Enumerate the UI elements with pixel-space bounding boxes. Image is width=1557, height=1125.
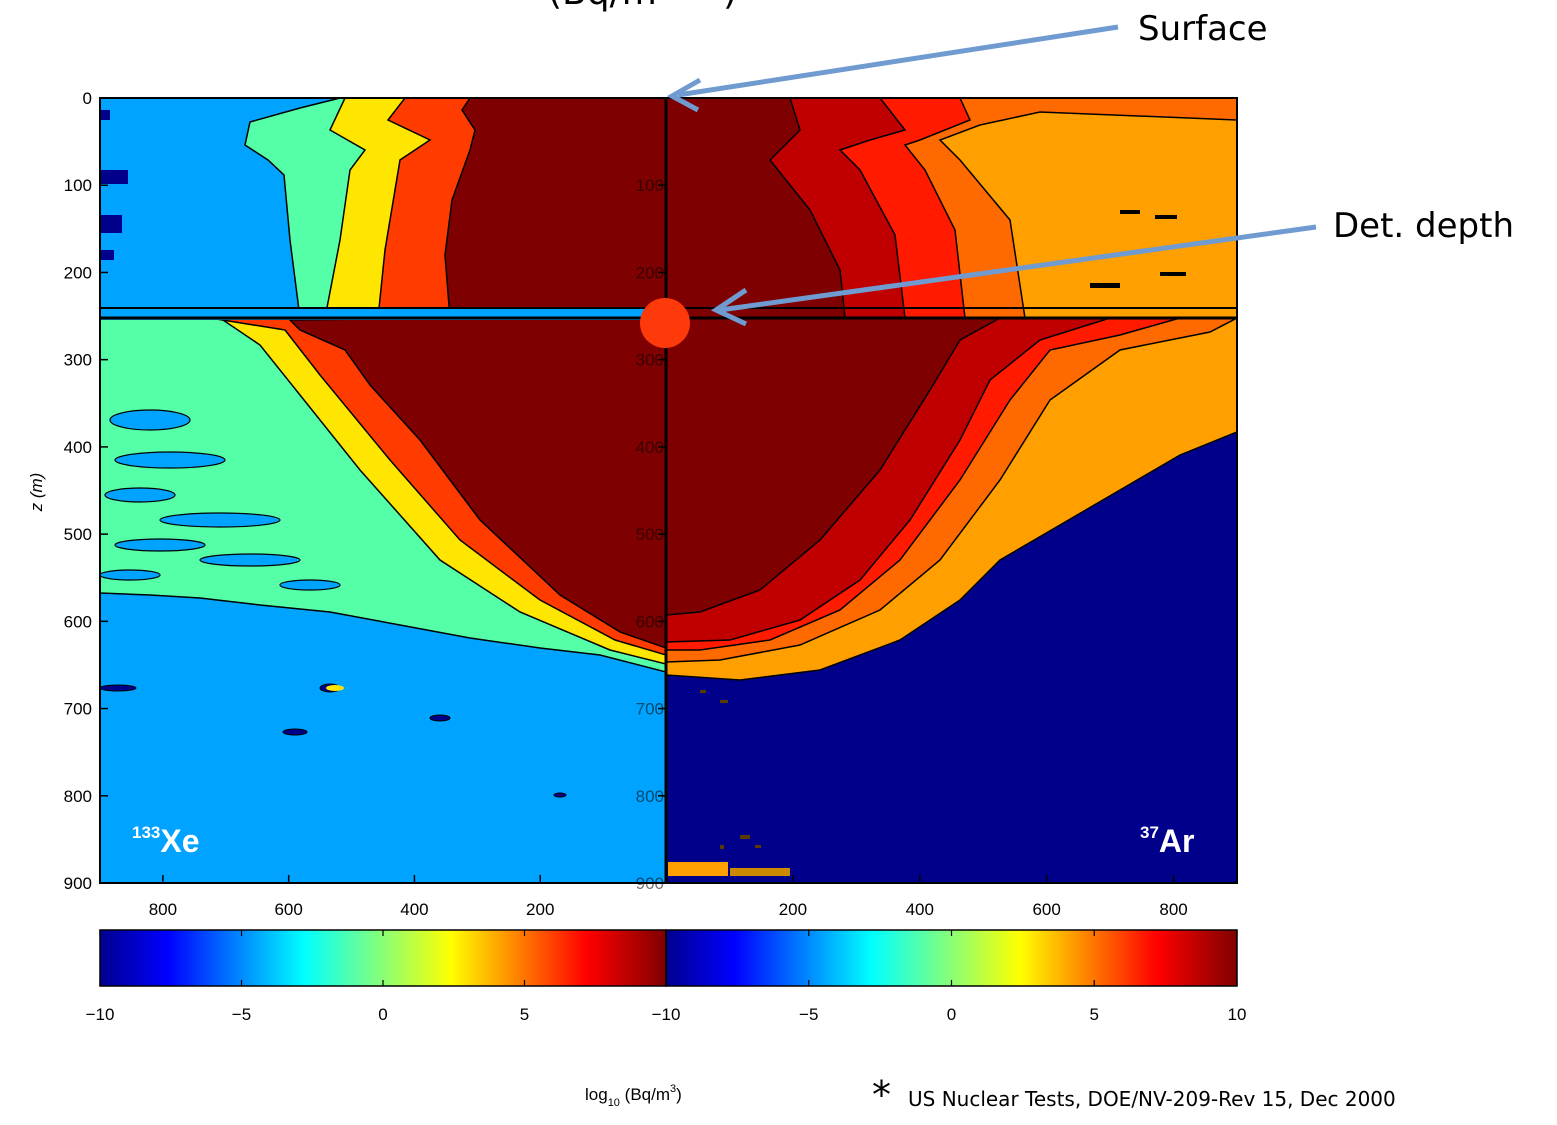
x-tick-label: 800 (149, 900, 177, 919)
y-tick-label-center: 200 (636, 263, 664, 282)
chart-title-fragment: (Bq/m (548, 0, 657, 13)
colorbar-label: log10 (Bq/m3) (585, 1083, 682, 1109)
y-tick-label-center: 100 (636, 176, 664, 195)
y-axis-left: 0 100 200 300 400 500 600 700 800 900 (64, 89, 108, 893)
det-depth-annotation: Det. depth (710, 206, 1514, 327)
surface-label: Surface (1138, 9, 1268, 49)
colorbar-tick-label: −10 (86, 1005, 115, 1024)
plot-frame (99, 97, 1238, 884)
det-depth-arrowhead (710, 287, 748, 327)
x-tick-label: 800 (1159, 900, 1187, 919)
colorbar-tick-label: −5 (799, 1005, 818, 1024)
surface-annotation: Surface (666, 9, 1268, 113)
y-axis-center: 100 200 300 400 500 600 700 800 900 (636, 176, 666, 893)
x-tick-label: 200 (779, 900, 807, 919)
detonation-marker (640, 298, 690, 348)
colorbar-tick-label: 5 (1090, 1005, 1099, 1024)
xe-contour-maroon (288, 98, 666, 649)
y-tick-label-center: 500 (636, 525, 664, 544)
y-tick-label-center: 800 (636, 787, 664, 806)
y-tick-label: 500 (64, 525, 92, 544)
y-tick-label: 900 (64, 874, 92, 893)
y-axis-label: z (m) (27, 473, 46, 513)
ar-panel (666, 98, 1237, 883)
y-tick-label: 300 (64, 351, 92, 370)
colorbar-tick-label: −10 (652, 1005, 681, 1024)
x-tick-label: 400 (906, 900, 934, 919)
x-axis: 800 600 400 200 200 400 600 800 (149, 875, 1188, 919)
colorbar: −10 −5 0 5 −10 −5 0 5 10 (86, 929, 1247, 1024)
x-tick-label: 400 (400, 900, 428, 919)
y-tick-label-center: 300 (636, 351, 664, 370)
y-tick-label: 200 (64, 263, 92, 282)
colorbar-right (665, 929, 1238, 987)
ar-contour-maroon (666, 98, 1001, 616)
surface-arrow (677, 24, 1119, 98)
colorbar-tick-label: 5 (520, 1005, 529, 1024)
colorbar-tick-label: −5 (232, 1005, 251, 1024)
footnote-star: * (872, 1073, 891, 1117)
y-tick-label: 600 (64, 612, 92, 631)
colorbar-tick-label: 10 (1228, 1005, 1247, 1024)
xe-panel-label: 133Xe (132, 823, 200, 859)
y-tick-label-center: 700 (636, 700, 664, 719)
x-tick-label: 200 (526, 900, 554, 919)
y-tick-label-center: 400 (636, 438, 664, 457)
colorbar-tick-label: 0 (947, 1005, 956, 1024)
chart-title-fragment-end: ) (723, 0, 737, 13)
xe-panel (100, 98, 666, 883)
y-tick-label: 800 (64, 787, 92, 806)
colorbar-tick-label: 0 (378, 1005, 387, 1024)
y-tick-label: 0 (83, 89, 92, 108)
ar-panel-label: 37Ar (1140, 823, 1194, 859)
y-tick-label: 100 (64, 176, 92, 195)
y-tick-label: 400 (64, 438, 92, 457)
y-tick-label: 700 (64, 700, 92, 719)
surface-arrowhead (666, 77, 702, 113)
footnote: US Nuclear Tests, DOE/NV-209-Rev 15, Dec… (908, 1087, 1396, 1111)
colorbar-left (99, 929, 667, 987)
x-tick-label: 600 (1032, 900, 1060, 919)
y-tick-label-center: 600 (636, 612, 664, 631)
y-tick-label-center: 900 (636, 874, 664, 893)
det-depth-label: Det. depth (1333, 206, 1514, 246)
det-depth-arrow (719, 224, 1317, 313)
x-tick-label: 600 (274, 900, 302, 919)
